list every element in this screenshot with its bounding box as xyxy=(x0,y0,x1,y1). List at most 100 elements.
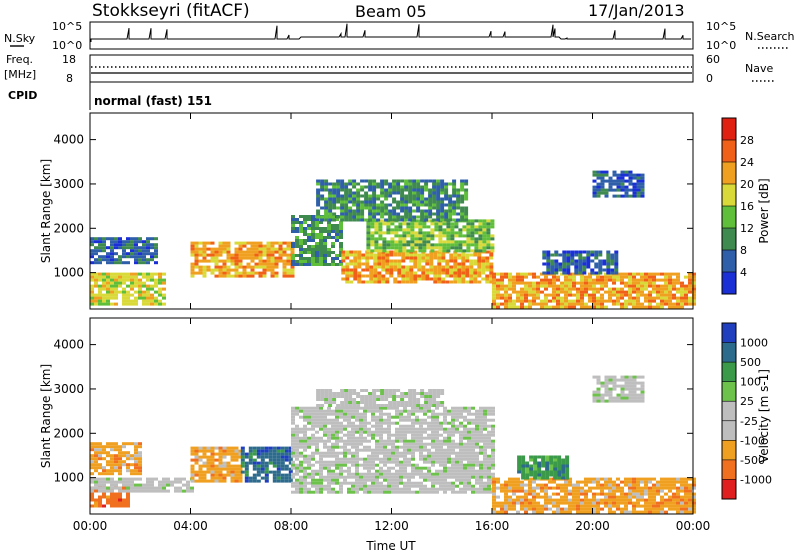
power-ylabel: Slant Range [km] xyxy=(39,159,53,263)
power-colorbar: 4 8 12 16 20 24 28 xyxy=(721,117,754,295)
colorbar-swatch xyxy=(722,228,736,250)
colorbar-swatch xyxy=(722,162,736,184)
colorbar-tick: 20 xyxy=(740,178,754,191)
colorbar-swatch xyxy=(722,323,736,343)
colorbar-tick: -1000 xyxy=(740,473,772,486)
nsearch-tick-bottom: 10^0 xyxy=(706,39,736,52)
colorbar-tick: -25 xyxy=(740,415,758,428)
x-tick-label: 12:00 xyxy=(374,519,409,533)
freq-tick-bottom: 8 xyxy=(66,72,73,85)
velocity-cbar-label: Velocity [m s-1] xyxy=(757,369,771,463)
x-tick-label: 08:00 xyxy=(274,519,309,533)
colorbar-tick: 8 xyxy=(740,244,747,257)
nsky-tick-top: 10^5 xyxy=(52,20,82,33)
colorbar-swatch xyxy=(722,459,736,480)
x-tick-label: 16:00 xyxy=(475,519,510,533)
nave-label: Nave xyxy=(745,62,773,75)
y-tick-label: 1000 xyxy=(53,266,84,280)
nave-tick-top: 60 xyxy=(706,53,720,66)
y-tick-label: 1000 xyxy=(53,471,84,485)
station-title: Stokkseyri (fitACF) xyxy=(92,1,250,21)
colorbar-tick: 1000 xyxy=(740,337,768,350)
data-region xyxy=(341,250,494,284)
data-region xyxy=(517,455,570,480)
data-region xyxy=(90,237,158,265)
colorbar-tick: -500 xyxy=(740,454,765,467)
colorbar-tick: 4 xyxy=(740,266,747,279)
cpid-panel: CPID normal (fast) 151 xyxy=(8,82,212,110)
freq-tick-top: 18 xyxy=(62,53,76,66)
nsky-panel: N.Sky 10^5 10^0 10^5 10^0 N.Search xyxy=(4,20,795,52)
nsky-label: N.Sky xyxy=(4,32,36,45)
data-region xyxy=(190,241,295,278)
freq-label: Freq. xyxy=(6,53,33,66)
y-tick-label: 2000 xyxy=(53,221,84,235)
nave-tick-bottom: 0 xyxy=(706,72,713,85)
velocity-ylabel: Slant Range [km] xyxy=(39,364,53,468)
data-region xyxy=(90,477,194,493)
x-tick-label: 04:00 xyxy=(173,519,208,533)
colorbar-swatch xyxy=(722,272,736,294)
power-panel: 1000 2000 3000 4000 Slant Range [km] 4 8 12 16… xyxy=(39,112,771,310)
data-region xyxy=(240,446,293,483)
data-region xyxy=(492,272,696,309)
data-region xyxy=(190,446,243,483)
colorbar-swatch xyxy=(722,140,736,162)
data-region xyxy=(592,170,645,198)
y-tick-label: 3000 xyxy=(53,382,84,396)
colorbar-swatch xyxy=(722,401,736,421)
data-region xyxy=(592,375,645,403)
colorbar-swatch xyxy=(722,420,736,441)
data-region xyxy=(366,219,495,253)
data-region xyxy=(291,406,495,494)
data-region xyxy=(90,442,142,476)
x-axis-label: Time UT xyxy=(365,539,416,553)
x-tick-label: 20:00 xyxy=(575,519,610,533)
velocity-panel: 1000 2000 3000 4000 00:00 04:00 08:00 12:00 16:… xyxy=(39,317,772,553)
nsky-tick-bottom: 10^0 xyxy=(52,39,82,52)
data-region xyxy=(492,477,696,514)
cpid-label: CPID xyxy=(8,89,37,102)
velocity-colorbar: 1000 500 100 25 -25 -100 -500 -1000 xyxy=(721,322,772,500)
y-tick-label: 4000 xyxy=(53,133,84,147)
nsearch-tick-top: 10^5 xyxy=(706,20,736,33)
x-tick-label: 00:00 xyxy=(73,519,108,533)
colorbar-swatch xyxy=(722,479,736,499)
y-tick-label: 3000 xyxy=(53,177,84,191)
colorbar-tick: 16 xyxy=(740,200,754,213)
data-region xyxy=(542,250,619,275)
colorbar-swatch xyxy=(722,381,736,402)
data-region xyxy=(291,215,343,266)
colorbar-tick: 24 xyxy=(740,156,754,169)
colorbar-tick: 25 xyxy=(740,395,754,408)
colorbar-tick: -100 xyxy=(740,434,765,447)
velocity-heatmap xyxy=(90,375,696,514)
colorbar-swatch xyxy=(722,250,736,272)
colorbar-swatch xyxy=(722,440,736,460)
colorbar-swatch xyxy=(722,206,736,228)
colorbar-tick: 500 xyxy=(740,356,761,369)
data-region xyxy=(316,179,469,222)
x-tick-label: 00:00 xyxy=(676,519,711,533)
data-region xyxy=(316,389,445,407)
colorbar-tick: 12 xyxy=(740,222,754,235)
power-heatmap xyxy=(90,170,696,309)
colorbar-swatch xyxy=(722,362,736,382)
power-cbar-label: Power [dB] xyxy=(757,178,771,243)
freq-panel: Freq. [MHz] 18 8 60 0 Nave xyxy=(4,53,774,85)
cpid-value: normal (fast) 151 xyxy=(94,94,212,108)
nsearch-label: N.Search xyxy=(745,30,795,43)
freq-unit-label: [MHz] xyxy=(4,68,36,81)
colorbar-swatch xyxy=(722,342,736,363)
colorbar-tick: 28 xyxy=(740,134,754,147)
beam-label: Beam 05 xyxy=(355,2,427,21)
y-tick-label: 4000 xyxy=(53,338,84,352)
y-tick-label: 2000 xyxy=(53,426,84,440)
nsky-trace xyxy=(90,23,691,42)
colorbar-swatch xyxy=(722,184,736,206)
colorbar-tick: 100 xyxy=(740,376,761,389)
data-region xyxy=(90,272,166,306)
colorbar-swatch xyxy=(722,118,736,140)
date-label: 17/Jan/2013 xyxy=(588,1,685,20)
